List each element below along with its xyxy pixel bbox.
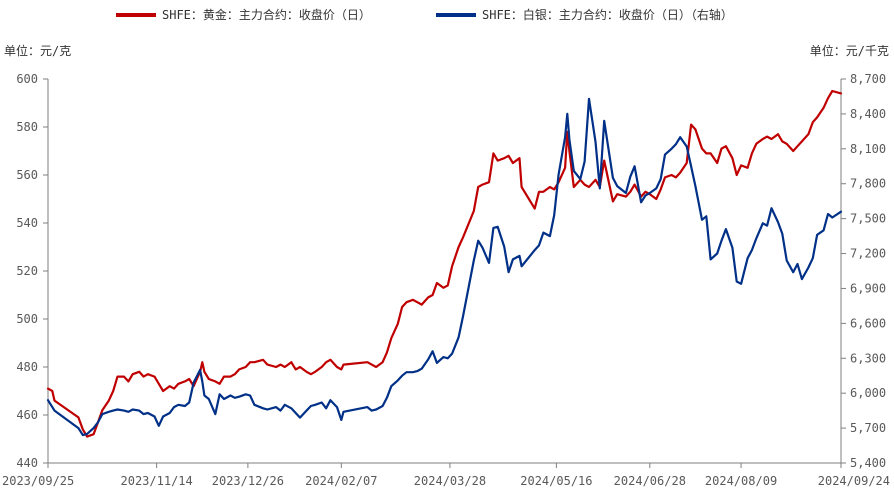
left-tick-label: 600 [16,72,38,86]
legend-label-silver: SHFE：白银：主力合约：收盘价（日）（右轴） [482,7,733,22]
right-tick-label: 8,700 [850,72,886,86]
x-tick-label: 2023/11/14 [121,474,193,488]
left-tick-label: 440 [16,456,38,470]
x-tick-label: 2024/03/28 [414,474,486,488]
left-axis-ticks: 440 460 480 500 520 540 560 580 600 [16,72,48,470]
legend-label-gold: SHFE：黄金：主力合约：收盘价（日） [162,7,371,22]
right-tick-label: 7,800 [850,177,886,191]
legend: SHFE：黄金：主力合约：收盘价（日） SHFE：白银：主力合约：收盘价（日）（… [116,7,733,22]
left-tick-label: 520 [16,264,38,278]
x-tick-label: 2024/08/09 [705,474,777,488]
right-tick-label: 5,700 [850,421,886,435]
x-tick-label: 2023/09/25 [2,474,74,488]
left-tick-label: 500 [16,312,38,326]
right-axis-ticks: 5,400 5,700 6,000 6,300 6,600 6,900 7,200 7,500… [841,72,886,470]
right-tick-label: 6,000 [850,386,886,400]
right-tick-label: 7,200 [850,247,886,261]
right-axis-unit: 单位：元/千克 [810,43,889,58]
x-tick-label: 2023/12/26 [212,474,284,488]
right-tick-label: 6,300 [850,351,886,365]
left-tick-label: 460 [16,408,38,422]
left-tick-label: 540 [16,216,38,230]
x-tick-label: 2024/06/28 [614,474,686,488]
x-axis-ticks: 2023/09/25 2023/11/14 2023/12/26 2024/02/07… [2,463,890,488]
x-tick-label: 2024/09/24 [818,474,890,488]
left-tick-label: 560 [16,168,38,182]
right-tick-label: 5,400 [850,456,886,470]
right-tick-label: 6,600 [850,316,886,330]
series-line-gold [46,89,843,438]
right-tick-label: 8,400 [850,107,886,121]
x-tick-label: 2024/02/07 [305,474,377,488]
left-axis-unit: 单位：元/克 [4,43,71,58]
series-line-silver [46,97,843,437]
series-layer [46,89,843,438]
right-tick-label: 7,500 [850,212,886,226]
x-tick-label: 2024/05/16 [520,474,592,488]
right-tick-label: 6,900 [850,281,886,295]
left-tick-label: 580 [16,120,38,134]
left-tick-label: 480 [16,360,38,374]
right-tick-label: 8,100 [850,142,886,156]
